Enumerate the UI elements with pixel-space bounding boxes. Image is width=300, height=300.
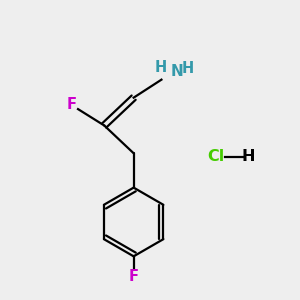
Text: H: H [242,149,255,164]
Text: F: F [129,269,139,284]
Text: H: H [182,61,194,76]
Text: H: H [154,60,167,75]
Text: Cl: Cl [207,149,224,164]
Text: F: F [67,97,76,112]
Text: N: N [170,64,183,79]
